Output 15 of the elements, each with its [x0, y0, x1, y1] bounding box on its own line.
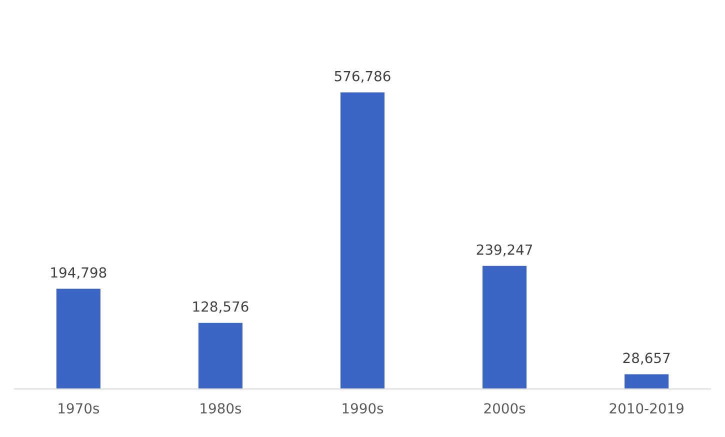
data-label: 194,798	[51, 267, 106, 280]
x-tick-label: 1970s	[58, 403, 100, 414]
data-label: 239,247	[476, 244, 532, 256]
x-tick-label: 1990s	[342, 403, 384, 414]
bar	[482, 266, 527, 389]
data-label: 28,657	[623, 352, 670, 365]
data-label: 128,576	[193, 301, 248, 314]
bar	[198, 322, 242, 389]
x-tick-label: 1980s	[200, 403, 242, 414]
bar	[56, 288, 100, 389]
data-label: 576,786	[334, 70, 390, 83]
bar	[624, 374, 669, 389]
x-tick-label: 2010-2019	[610, 403, 684, 414]
bar	[340, 92, 385, 389]
x-tick-label: 2000s	[484, 403, 526, 414]
